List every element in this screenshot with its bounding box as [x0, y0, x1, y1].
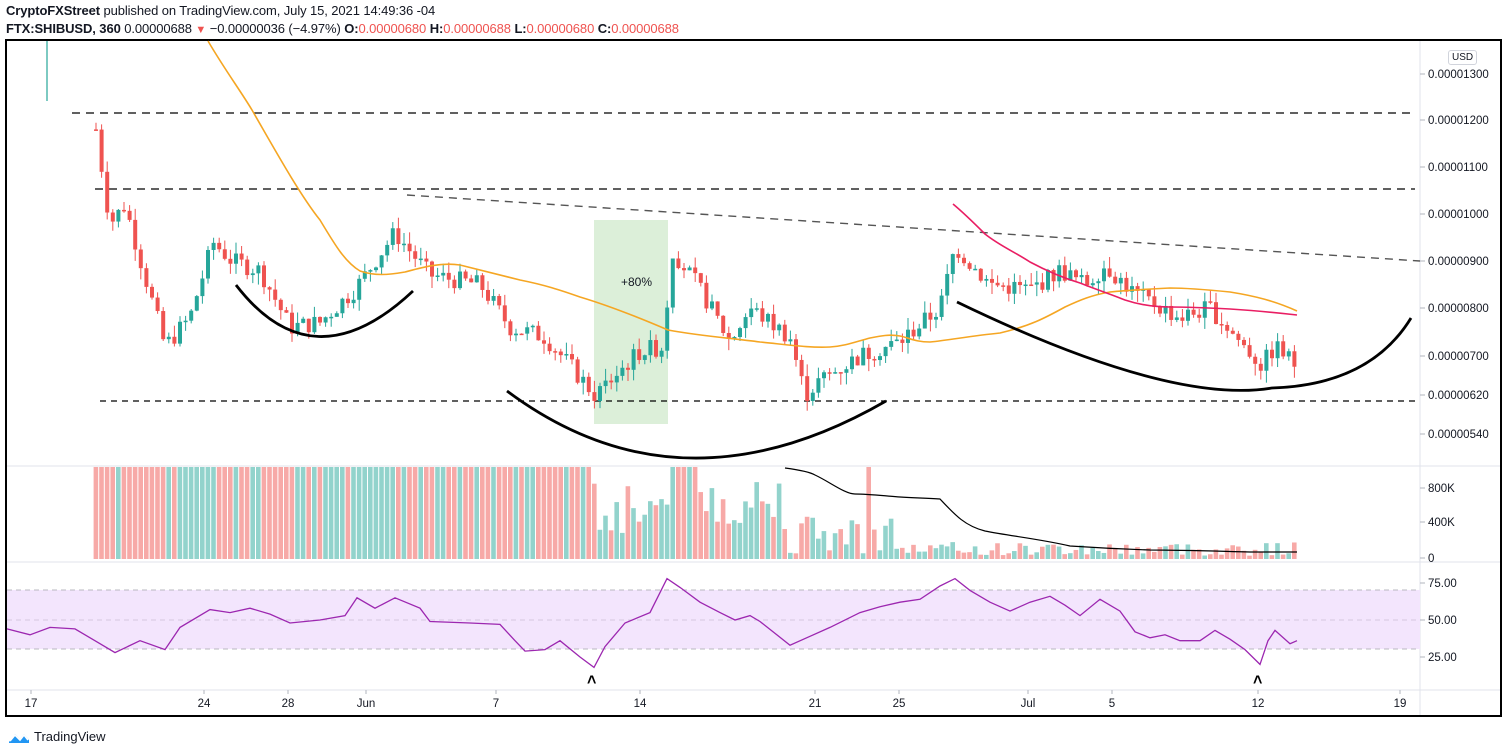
footer-brand[interactable]: TradingView: [8, 729, 106, 744]
volume-series: [93, 467, 1297, 559]
caret-up-icon: ˄: [587, 672, 596, 689]
gain-label: +80%: [621, 275, 652, 289]
close-value: 0.00000688: [611, 21, 679, 36]
rsi-axis[interactable]: 75.00 50.00 25.00: [1420, 578, 1457, 664]
volume-ma-line: [784, 467, 1297, 553]
caret-up-icon: ˄: [1253, 672, 1262, 689]
volume-tick-label: 0: [1428, 553, 1434, 565]
price-tick-label: 0.00000620: [1428, 390, 1489, 402]
volume-tick-label: 800K: [1428, 483, 1455, 495]
currency-badge[interactable]: USD: [1448, 50, 1478, 65]
time-tick-label: 28: [282, 698, 295, 710]
rsi-tick-label: 50.00: [1428, 615, 1457, 627]
price-tick-label: 0.00001100: [1428, 162, 1488, 174]
price-tick-label: 0.00001000: [1428, 209, 1489, 221]
close-label: C:: [597, 21, 612, 36]
publish-text: published on TradingView.com, July 15, 2…: [99, 3, 436, 18]
high-label: H:: [429, 21, 444, 36]
low-value: 0.00000680: [526, 21, 595, 36]
volume-axis[interactable]: 800K 400K 0: [1420, 483, 1455, 565]
sma-pink-line: [952, 203, 1298, 316]
time-tick-label: Jun: [357, 698, 376, 710]
price-axis[interactable]: 0.00001300 0.00001200 0.00001100 0.00001000…: [1420, 69, 1489, 441]
price-tick-label: 0.00001300: [1428, 69, 1489, 81]
low-label: L:: [514, 21, 527, 36]
rounding-bottom-arc-3: [956, 300, 1413, 392]
time-tick-label: 12: [1252, 698, 1265, 710]
chart-frame: [5, 39, 1502, 717]
sma-orange-line: [207, 40, 1298, 348]
time-tick-label: 21: [809, 698, 822, 710]
price-tick-label: 0.00000900: [1428, 256, 1489, 268]
last-price: 0.00000688: [124, 21, 192, 36]
descending-trendline: [406, 194, 1421, 262]
gain-highlight-box: [594, 220, 668, 424]
publish-info: CryptoFXStreet published on TradingView.…: [6, 3, 435, 18]
price-tick-label: 0.00000540: [1428, 429, 1489, 441]
open-label: O:: [344, 21, 359, 36]
tradingview-cloud-icon: [9, 733, 29, 743]
price-tick-label: 0.00000800: [1428, 303, 1489, 315]
rounding-bottom-arc-2: [506, 389, 887, 460]
rsi-tick-label: 75.00: [1428, 578, 1457, 590]
symbol-legend: FTX:SHIBUSD, 360 0.00000688 ▼ −0.0000003…: [6, 21, 679, 36]
volume-tick-label: 400K: [1428, 517, 1455, 529]
time-axis[interactable]: 17 24 28 Jun 7 14 21 25 Jul 5 12 19: [25, 690, 1407, 710]
rounding-bottom-arc-1: [234, 284, 414, 338]
publisher-name: CryptoFXStreet: [6, 3, 100, 18]
time-tick-label: Jul: [1021, 698, 1036, 710]
time-tick-label: 24: [198, 698, 211, 710]
time-tick-label: 25: [893, 698, 906, 710]
time-tick-label: 7: [493, 698, 499, 710]
price-tick-label: 0.00001200: [1428, 115, 1489, 127]
rsi-line: [6, 577, 1298, 669]
brand-name: TradingView: [34, 729, 106, 744]
time-tick-label: 19: [1394, 698, 1407, 710]
time-tick-label: 14: [634, 698, 647, 710]
symbol-label: FTX:SHIBUSD, 360: [6, 21, 121, 36]
open-value: 0.00000680: [358, 21, 427, 36]
time-tick-label: 5: [1109, 698, 1115, 710]
rsi-tick-label: 25.00: [1428, 652, 1457, 664]
price-change: −0.00000036 (−4.97%): [209, 21, 341, 36]
price-tick-label: 0.00000700: [1428, 351, 1489, 363]
high-value: 0.00000688: [443, 21, 511, 36]
candlestick-series: [46, 41, 1297, 411]
time-tick-label: 17: [25, 698, 38, 710]
triangle-down-icon: ▼: [195, 24, 207, 36]
